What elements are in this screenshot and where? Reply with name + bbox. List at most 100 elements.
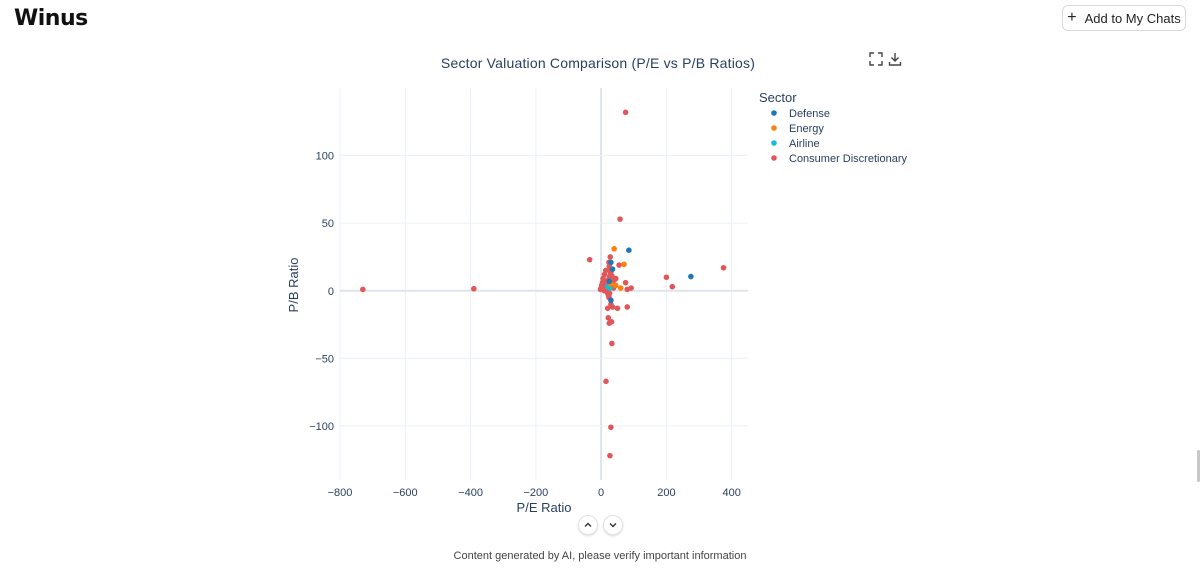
y-tick-label: −50 [315,353,334,365]
point-consumer-discretionary [617,216,623,222]
point-consumer-discretionary [622,109,629,116]
scroll-down-button[interactable] [603,515,623,535]
x-tick-label: −600 [393,487,418,499]
point-energy [608,281,614,287]
point-consumer-discretionary [609,281,616,287]
x-tick-label: −400 [458,487,483,499]
point-consumer-discretionary [608,283,615,290]
point-consumer-discretionary [606,290,613,297]
point-energy [617,285,624,291]
point-consumer-discretionary [609,273,615,279]
point-consumer-discretionary [602,285,608,291]
point-consumer-discretionary [606,294,612,301]
point-consumer-discretionary [600,275,606,282]
point-defense [608,297,614,304]
point-consumer-discretionary [605,277,612,283]
point-consumer-discretionary [606,259,612,266]
point-consumer-discretionary [608,269,614,275]
point-consumer-discretionary [624,286,631,293]
add-to-my-chats-button[interactable]: + Add to My Chats [1062,5,1186,31]
point-defense [626,247,632,254]
point-consumer-discretionary [610,285,617,291]
point-consumer-discretionary [614,305,621,312]
point-consumer-discretionary [606,267,613,274]
page-scrollbar[interactable] [1197,450,1200,482]
download-icon[interactable] [887,51,903,67]
point-consumer-discretionary [598,282,605,289]
x-tick-label: −800 [328,487,353,499]
point-consumer-discretionary [669,283,676,290]
y-tick-label: 0 [328,286,334,298]
chart-title: Sector Valuation Comparison (P/E vs P/B … [440,55,756,71]
point-defense [609,266,616,272]
point-consumer-discretionary [606,274,613,281]
ai-disclaimer: Content generated by AI, please verify i… [453,550,747,562]
point-consumer-discretionary [604,286,610,293]
legend-marker-defense [771,110,777,116]
y-tick-label: 50 [322,218,334,230]
app-logo: Winus [14,6,88,31]
point-defense [688,273,694,280]
point-consumer-discretionary [628,285,634,291]
point-consumer-discretionary [607,271,614,278]
point-consumer-discretionary [360,286,366,293]
point-consumer-discretionary [616,262,622,268]
legend-label-defense: Defense [789,108,830,120]
grid-lines [339,88,748,480]
point-consumer-discretionary [603,278,609,285]
point-consumer-discretionary [600,283,607,290]
point-consumer-discretionary [608,424,614,431]
point-consumer-discretionary [607,254,614,260]
point-energy [621,261,627,268]
point-consumer-discretionary [599,286,606,293]
x-axis-title: P/E Ratio [517,500,572,515]
point-consumer-discretionary [663,274,670,281]
legend-label-airline: Airline [789,138,820,150]
add-to-my-chats-label: Add to My Chats [1084,10,1181,26]
y-axis-title: P/B Ratio [286,258,301,313]
point-consumer-discretionary [606,320,613,327]
scroll-up-button[interactable] [578,515,598,535]
point-consumer-discretionary [602,267,609,274]
point-consumer-discretionary [586,256,593,263]
point-consumer-discretionary [602,281,608,287]
point-consumer-discretionary [597,286,604,293]
legend-label-consumer-discretionary: Consumer Discretionary [789,153,907,165]
data-points [360,109,727,459]
point-airline [607,285,614,291]
point-energy [613,282,619,289]
point-defense [606,278,613,285]
point-consumer-discretionary [608,319,615,325]
point-consumer-discretionary [471,285,477,292]
point-consumer-discretionary [720,264,727,271]
legend: Sector Defense Energy Airline Consumer Disc… [759,90,907,165]
plus-icon: + [1067,9,1077,26]
point-consumer-discretionary [606,263,613,270]
point-consumer-discretionary [622,279,629,286]
point-consumer-discretionary [609,304,616,310]
y-tick-label: −100 [309,421,334,433]
point-energy [611,246,617,252]
point-consumer-discretionary [603,286,610,293]
x-tick-label: 200 [657,487,675,499]
point-consumer-discretionary [607,452,613,459]
fullscreen-icon[interactable] [868,51,884,67]
point-consumer-discretionary [605,314,612,321]
point-consumer-discretionary [604,279,611,286]
point-consumer-discretionary [604,289,610,295]
point-consumer-discretionary [598,285,604,291]
point-consumer-discretionary [609,340,615,347]
x-tick-label: 0 [598,487,604,499]
point-consumer-discretionary [608,301,614,308]
axis-ticks: −800 −600 −400 −200 0 200 400 −100 −50 0 50 100 [309,151,741,499]
x-tick-label: 400 [723,487,741,499]
point-consumer-discretionary [601,287,608,294]
legend-label-energy: Energy [789,123,824,135]
chevron-up-icon [584,522,592,527]
point-defense [608,259,614,266]
legend-marker-consumer-discretionary [771,155,777,161]
point-airline [604,283,611,290]
point-consumer-discretionary [604,285,611,291]
point-consumer-discretionary [624,304,631,310]
